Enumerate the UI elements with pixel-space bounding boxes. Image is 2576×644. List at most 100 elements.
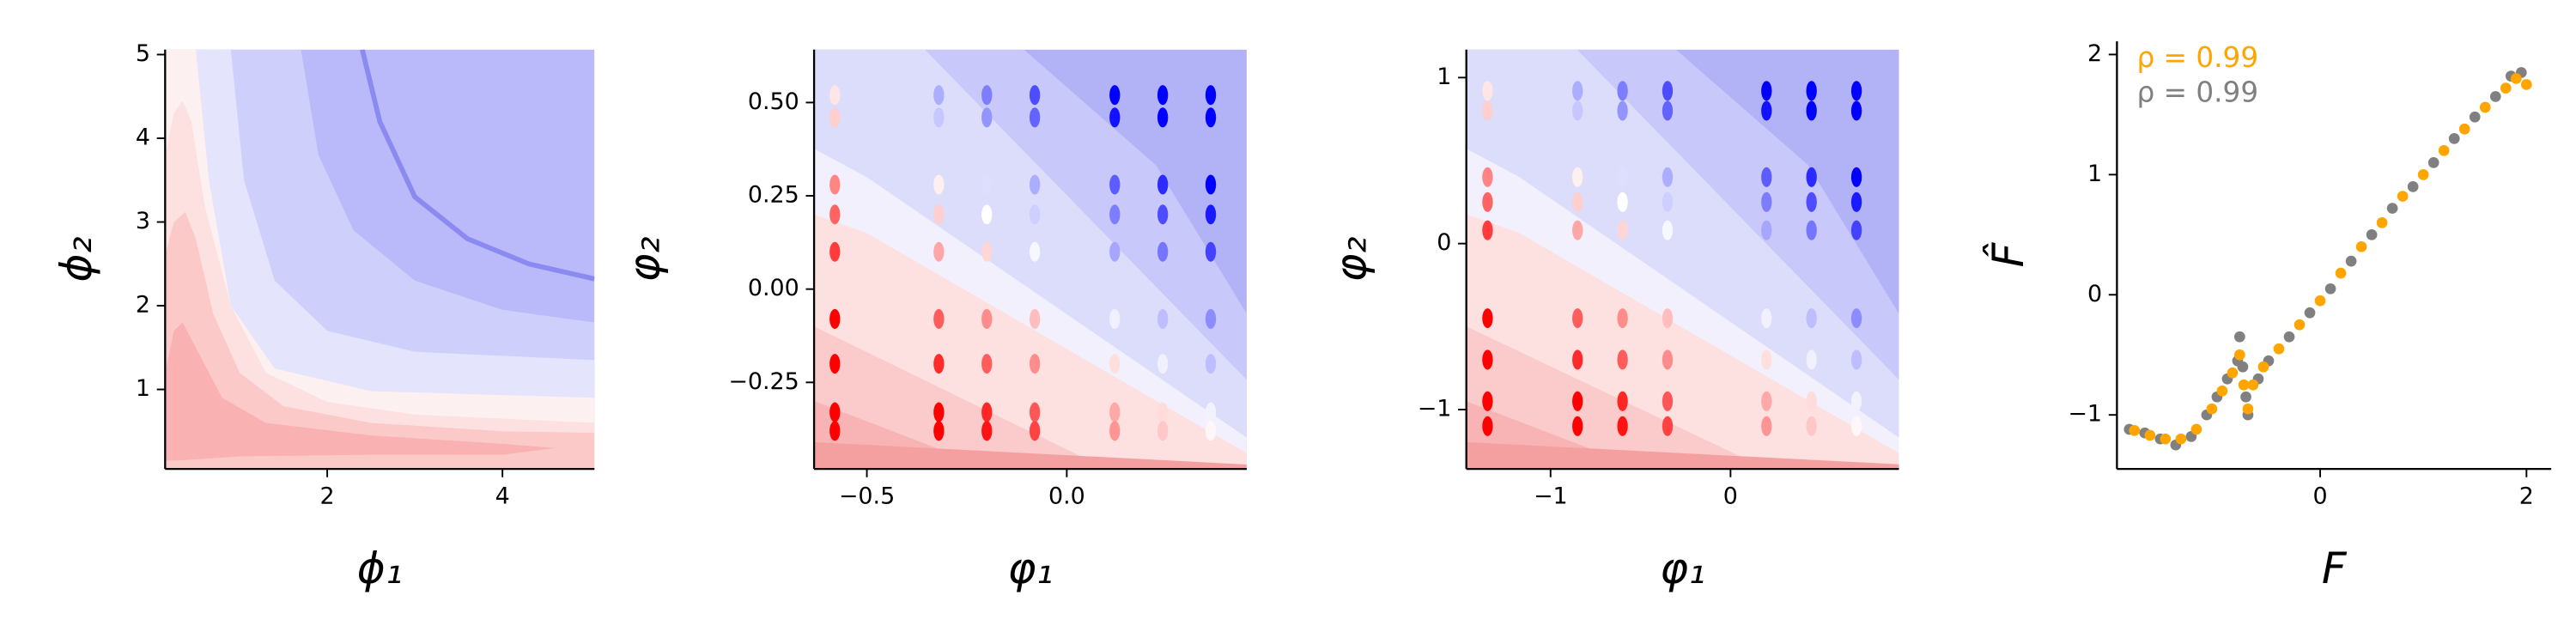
data-point	[1482, 220, 1493, 240]
data-point	[1205, 174, 1217, 195]
data-point	[1761, 220, 1772, 240]
y-axis-label: ϕ₂	[52, 236, 101, 282]
panel	[814, 49, 1247, 470]
data-point	[1662, 191, 1674, 212]
data-point	[933, 85, 945, 106]
data-point	[1572, 100, 1583, 121]
y-tick-label: 2	[136, 292, 150, 319]
data-point	[933, 402, 945, 422]
y-tick-label: 1	[1437, 64, 1451, 90]
data-point	[1029, 241, 1041, 262]
data-point	[1205, 85, 1217, 106]
x-tick-label: 0	[1723, 483, 1738, 509]
x-tick-label: −1	[1534, 483, 1568, 509]
scatter-point	[2175, 433, 2187, 445]
scatter-point	[2355, 240, 2367, 252]
y-tick-label: 3	[136, 208, 150, 234]
x-tick-label: −0.5	[839, 483, 895, 509]
data-point	[1109, 354, 1121, 374]
data-point	[1157, 308, 1169, 329]
y-tick-label: −1	[2068, 401, 2102, 428]
data-point	[1850, 81, 1862, 101]
contour-region	[165, 211, 595, 470]
data-point	[1482, 191, 1493, 212]
data-point	[981, 308, 993, 329]
x-axis-label: ϕ₁	[357, 544, 403, 593]
y-tick-label: 1	[136, 375, 150, 402]
scatter-point	[2386, 203, 2398, 214]
y-axis-label: φ₂	[619, 236, 669, 282]
x-tick-label: 2	[320, 483, 335, 509]
annotation: ρ = 0.99	[2136, 76, 2258, 109]
data-point	[1662, 167, 1674, 187]
y-tick-label: 4	[136, 125, 150, 151]
scatter-point	[2376, 216, 2388, 228]
data-point	[1205, 241, 1217, 262]
scatter-point	[2304, 307, 2316, 319]
panel	[1466, 49, 1899, 470]
data-point	[1761, 308, 1772, 329]
y-axis-label: φ₂	[1326, 236, 1376, 282]
data-point	[829, 421, 841, 441]
data-point	[1806, 81, 1817, 101]
scatter-point	[2500, 82, 2512, 94]
scatter-point	[2293, 319, 2306, 331]
scatter-point	[2238, 379, 2250, 391]
contour-region	[165, 49, 595, 470]
x-axis-label: F	[2322, 544, 2348, 593]
data-point	[981, 85, 993, 106]
scatter-point	[2237, 361, 2249, 373]
data-point	[1572, 391, 1583, 411]
scatter-point	[2227, 367, 2239, 379]
data-point	[1109, 421, 1121, 441]
contour-line	[360, 49, 595, 282]
data-point	[1850, 349, 1862, 370]
data-point	[1482, 349, 1493, 370]
data-point	[1850, 100, 1862, 121]
scatter-point	[2324, 283, 2336, 295]
data-point	[1806, 308, 1817, 329]
data-point	[981, 421, 993, 441]
scatter-point	[2242, 403, 2254, 415]
data-point	[1761, 81, 1772, 101]
data-point	[829, 402, 841, 422]
contour-region	[165, 322, 556, 461]
data-point	[1572, 220, 1583, 240]
data-point	[1662, 349, 1674, 370]
scatter-point	[2206, 403, 2218, 415]
data-point	[1029, 204, 1041, 225]
contour-region	[814, 441, 1247, 470]
data-point	[1806, 391, 1817, 411]
panel	[165, 49, 595, 470]
scatter-point	[2257, 361, 2269, 373]
data-point	[1157, 402, 1169, 422]
data-point	[1205, 402, 1217, 422]
scatter-point	[2240, 391, 2251, 403]
scatter-point	[2273, 343, 2285, 355]
data-point	[1662, 220, 1674, 240]
data-point	[933, 354, 945, 374]
data-point	[1617, 349, 1628, 370]
data-point	[1109, 85, 1121, 106]
scatter-point	[2397, 191, 2409, 202]
data-point	[1482, 416, 1493, 436]
data-point	[1617, 167, 1628, 187]
scatter-point	[2469, 111, 2481, 123]
data-point	[1029, 421, 1041, 441]
data-point	[1109, 308, 1121, 329]
scatter-point	[2479, 101, 2491, 113]
data-point	[1029, 308, 1041, 329]
data-point	[1572, 191, 1583, 212]
data-point	[1482, 391, 1493, 411]
data-point	[1157, 107, 1169, 128]
panel	[2123, 67, 2532, 451]
data-point	[1617, 391, 1628, 411]
x-tick-label: 0	[2312, 483, 2327, 509]
x-tick-label: 4	[495, 483, 510, 509]
data-point	[1662, 308, 1674, 329]
scatter-point	[2427, 157, 2439, 168]
data-point	[1617, 416, 1628, 436]
data-point	[1617, 191, 1628, 212]
data-point	[1850, 391, 1862, 411]
